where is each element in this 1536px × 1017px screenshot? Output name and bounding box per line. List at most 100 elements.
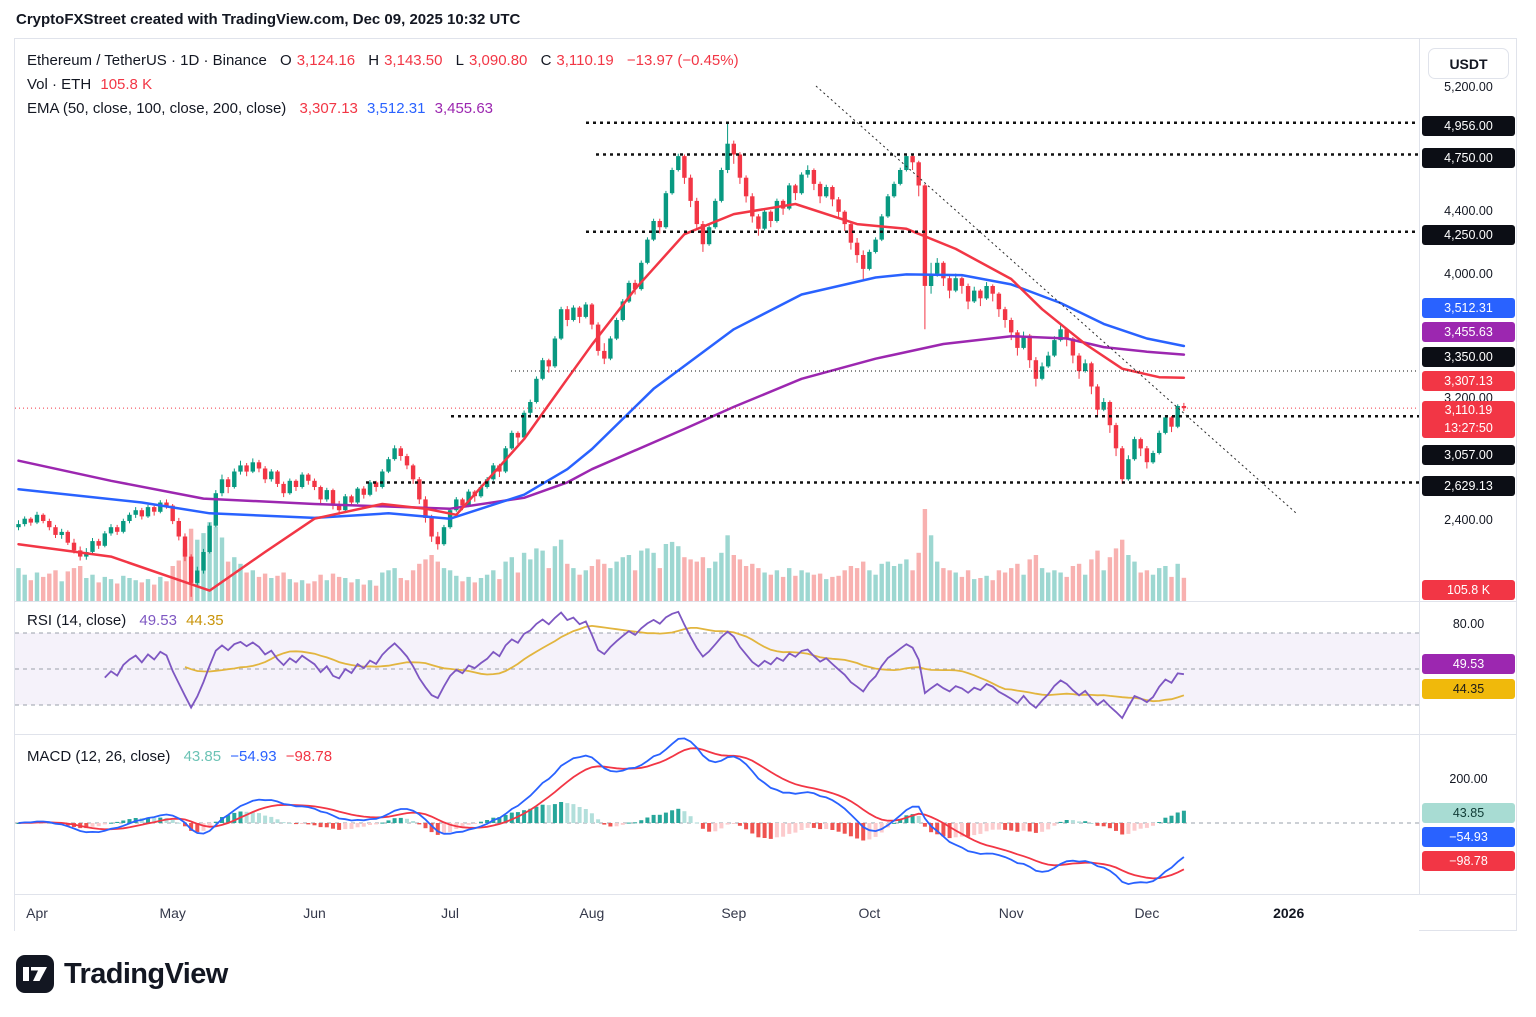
macd-histogram-bar bbox=[861, 823, 866, 841]
footer: TradingView bbox=[0, 931, 1536, 1017]
candle-body bbox=[145, 507, 151, 517]
candle-body bbox=[774, 200, 780, 221]
volume-bar bbox=[1009, 568, 1014, 601]
macd-histogram-bar bbox=[361, 823, 366, 827]
macd-histogram-bar bbox=[633, 822, 638, 824]
descending-trendline[interactable] bbox=[815, 85, 1297, 514]
attribution-bar: CryptoFXStreet created with TradingView.… bbox=[0, 0, 1536, 38]
volume-bar bbox=[904, 559, 909, 601]
candle-body bbox=[336, 505, 342, 511]
volume-bar bbox=[404, 580, 410, 601]
volume-bar bbox=[127, 578, 132, 601]
candle-body bbox=[1120, 448, 1125, 480]
candle-body bbox=[121, 521, 126, 532]
tradingview-logo[interactable]: TradingView bbox=[16, 955, 228, 993]
volume-bar bbox=[1046, 572, 1051, 601]
volume-bar bbox=[854, 568, 860, 601]
macd-histogram-bar bbox=[1169, 815, 1174, 823]
symbol-ohlc-row: Ethereum / TetherUS · 1D · Binance O 3,12… bbox=[27, 49, 739, 73]
rsi-pane-canvas[interactable] bbox=[15, 601, 1419, 734]
macd-histogram-bar bbox=[96, 823, 101, 827]
volume-bar bbox=[669, 541, 675, 601]
macd-histogram-bar bbox=[1021, 823, 1026, 831]
candle-body bbox=[614, 320, 619, 339]
candle-body bbox=[990, 286, 995, 294]
candle-body bbox=[398, 448, 403, 456]
candle-body bbox=[891, 183, 897, 197]
time-axis[interactable]: Apr May Jun Jul Aug Sep Oct Nov Dec 2026 bbox=[15, 895, 1419, 932]
time-axis-label: Aug bbox=[579, 905, 605, 921]
symbol-title[interactable]: Ethereum / TetherUS · 1D · Binance bbox=[27, 52, 267, 69]
macd-histogram-bar bbox=[84, 823, 89, 829]
pane-divider[interactable] bbox=[15, 734, 1516, 735]
price-label-badge: 4,956.00 bbox=[1422, 116, 1515, 136]
candle-body bbox=[22, 518, 27, 525]
volume-bar bbox=[571, 568, 576, 601]
ema-label[interactable]: EMA (50, close, 100, close, 200, close) bbox=[27, 100, 287, 117]
macd-histogram-bar bbox=[337, 823, 342, 830]
macd-histogram-bar bbox=[996, 823, 1001, 830]
macd-histogram-bar bbox=[1144, 823, 1149, 828]
candle-body bbox=[182, 536, 188, 557]
pane-divider[interactable] bbox=[15, 601, 1516, 602]
price-label-badge: 49.53 bbox=[1422, 654, 1515, 674]
macd-histogram-bar bbox=[275, 819, 280, 823]
rsi-label[interactable]: RSI (14, close) bbox=[27, 612, 127, 629]
macd-histogram-bar bbox=[213, 821, 218, 823]
candle-body bbox=[688, 177, 693, 201]
candle-body bbox=[577, 307, 582, 317]
candle-body bbox=[225, 479, 231, 487]
macd-histogram-bar bbox=[552, 804, 557, 823]
ema50-value: 3,307.13 bbox=[299, 100, 358, 117]
candle-body bbox=[454, 499, 459, 511]
chart-plot-area[interactable] bbox=[15, 39, 1419, 894]
macd-hist-value: 43.85 bbox=[183, 748, 222, 765]
volume-label[interactable]: Vol · ETH bbox=[27, 76, 92, 93]
volume-bar bbox=[1169, 576, 1174, 601]
candle-body bbox=[244, 465, 249, 472]
macd-label[interactable]: MACD (12, 26, close) bbox=[27, 748, 171, 765]
macd-histogram-bar bbox=[947, 823, 952, 839]
volume-bar bbox=[842, 570, 847, 601]
candle-body bbox=[108, 527, 114, 534]
macd-histogram-bar bbox=[121, 820, 126, 823]
macd-histogram-bar bbox=[226, 815, 231, 823]
candle-body bbox=[1126, 459, 1131, 480]
volume-bar bbox=[170, 566, 175, 601]
candle-body bbox=[885, 196, 891, 217]
volume-bar bbox=[330, 573, 336, 601]
volume-bar bbox=[731, 555, 736, 601]
candle-body bbox=[306, 474, 311, 481]
macd-histogram-bar bbox=[1077, 821, 1082, 823]
macd-histogram-bar bbox=[355, 823, 360, 828]
macd-histogram-bar bbox=[737, 823, 742, 826]
candle-body bbox=[719, 170, 724, 201]
price-axis[interactable]: USDT 5,200.00 4,956.00 4,750.00 4,400.00 4,2… bbox=[1420, 39, 1517, 894]
candle-body bbox=[312, 480, 317, 487]
candle-body bbox=[787, 185, 792, 209]
price-pane-canvas[interactable] bbox=[15, 39, 1419, 601]
volume-bar bbox=[996, 570, 1002, 601]
macd-histogram-bar bbox=[1181, 810, 1186, 823]
volume-bar bbox=[891, 566, 897, 601]
volume-bar bbox=[349, 582, 354, 601]
macd-histogram-bar bbox=[485, 820, 490, 823]
candle-body bbox=[392, 448, 397, 460]
volume-bar bbox=[947, 570, 952, 601]
volume-bar bbox=[219, 537, 225, 601]
macd-histogram-bar bbox=[657, 814, 662, 823]
volume-bar bbox=[780, 576, 786, 601]
macd-pane-canvas[interactable] bbox=[15, 734, 1419, 894]
volume-bar bbox=[953, 572, 958, 601]
currency-usdt-button[interactable]: USDT bbox=[1428, 48, 1509, 79]
volume-bar bbox=[713, 561, 718, 601]
macd-histogram-bar bbox=[287, 822, 292, 824]
macd-histogram-bar bbox=[392, 818, 397, 823]
macd-signal-value: −98.78 bbox=[285, 748, 333, 765]
macd-histogram-bar bbox=[1175, 812, 1180, 823]
candle-body bbox=[799, 174, 804, 194]
candle-body bbox=[281, 483, 286, 494]
volume-bar bbox=[262, 573, 268, 601]
volume-bar bbox=[1015, 563, 1020, 601]
